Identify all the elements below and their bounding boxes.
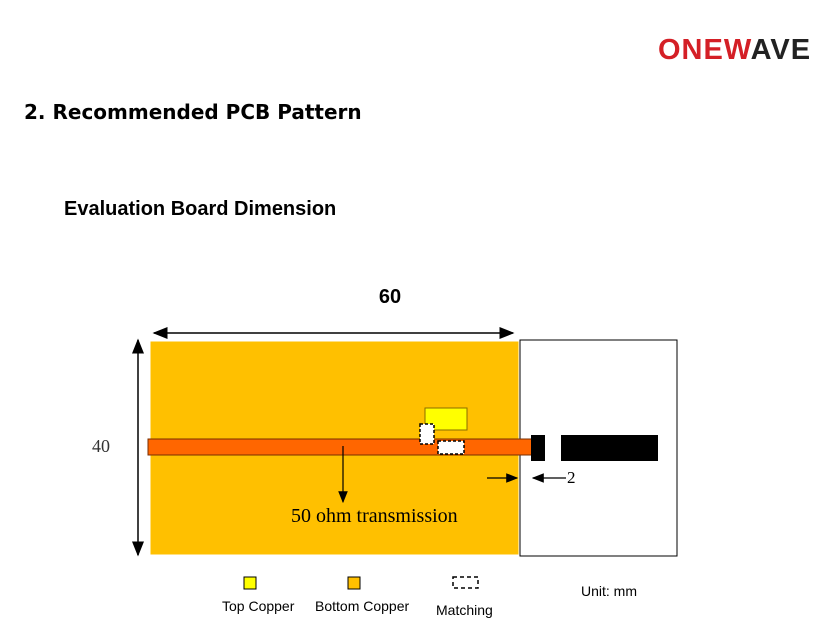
logo-part-one: ONE: [658, 34, 724, 66]
logo-part-ave: AVE: [750, 34, 812, 66]
top-copper-pad: [424, 407, 468, 431]
matching-component-horizontal: [437, 440, 465, 455]
transmission-label: 50 ohm transmission: [291, 505, 458, 527]
legend-matching-label: Matching: [436, 602, 493, 618]
sub-title: Evaluation Board Dimension: [64, 198, 337, 220]
transmission-line: [147, 438, 534, 456]
legend-bottom-copper-swatch: [347, 576, 361, 590]
legend-bottom-copper-label: Bottom Copper: [315, 598, 409, 614]
connector-dimension-label: 2: [567, 468, 576, 487]
connector-gap: [545, 435, 561, 461]
section-title: 2. Recommended PCB Pattern: [24, 100, 362, 124]
onewave-logo: ONEWAVE: [658, 36, 811, 65]
matching-component-vertical: [419, 423, 435, 445]
width-dimension-label: 60: [379, 286, 401, 308]
logo-part-w: W: [723, 34, 751, 66]
height-dimension-label: 40: [92, 436, 110, 456]
legend-top-copper-label: Top Copper: [222, 598, 295, 614]
legend-top-copper-swatch: [243, 576, 257, 590]
legend-matching-swatch: [452, 576, 479, 589]
unit-label: Unit: mm: [581, 583, 637, 599]
